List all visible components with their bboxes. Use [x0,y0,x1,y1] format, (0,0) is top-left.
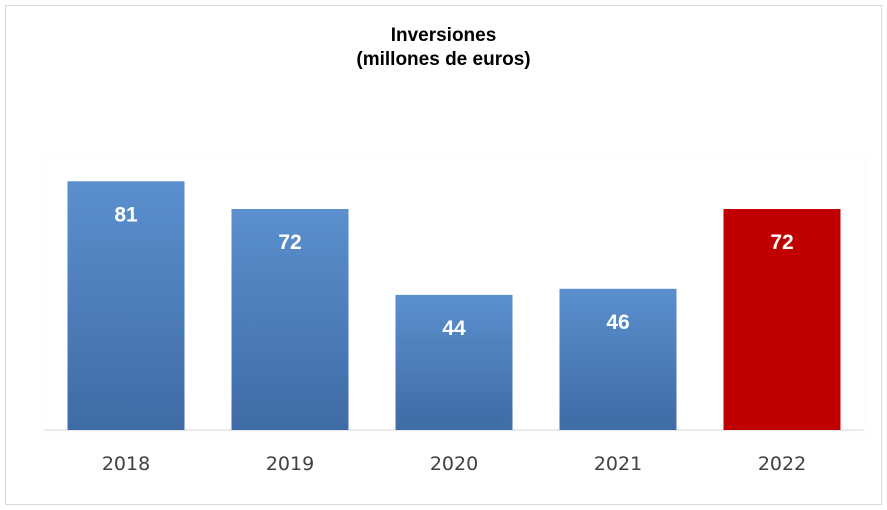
chart-title: Inversiones (millones de euros) [0,24,887,72]
chart-title-line-2: (millones de euros) [356,49,531,70]
bar-2018 [67,181,185,430]
bar-2019 [231,209,349,430]
data-label-2019: 72 [278,231,301,254]
x-tick-label-2018: 2018 [102,453,150,475]
bar-2022 [723,209,841,430]
x-tick-label-2019: 2019 [266,453,314,475]
data-label-2020: 44 [442,317,466,340]
bars-group [67,181,841,430]
data-labels-group: 81 72 44 46 72 [114,203,793,340]
data-label-2022: 72 [770,231,793,254]
x-tick-label-2021: 2021 [594,453,642,475]
bar-2021 [559,288,677,430]
chart-title-line-1: Inversiones [390,25,497,46]
x-tick-labels-group: 2018 2019 2020 2021 2022 [102,453,806,475]
x-tick-label-2022: 2022 [758,453,806,475]
x-tick-label-2020: 2020 [430,453,478,475]
data-label-2021: 46 [606,311,629,334]
bar-2020 [395,294,513,430]
data-label-2018: 81 [114,203,138,226]
